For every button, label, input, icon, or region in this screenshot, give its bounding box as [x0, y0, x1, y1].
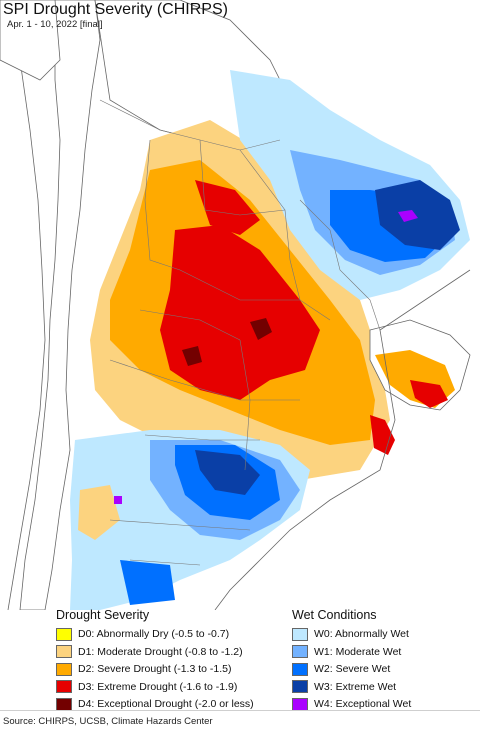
legend-wet-row: W0: Abnormally Wet	[292, 626, 409, 642]
patagonia-d1	[78, 485, 120, 540]
legend-wet-label: W0: Abnormally Wet	[314, 628, 409, 640]
legend-drought-row: D2: Severe Drought (-1.3 to -1.5)	[56, 661, 232, 677]
wet-w3	[375, 180, 460, 250]
legend-drought-label: D1: Moderate Drought (-0.8 to -1.2)	[78, 645, 243, 658]
legend-wet-label: W2: Severe Wet	[314, 663, 391, 675]
patagonia-w4	[114, 496, 122, 504]
legend-drought-swatch	[56, 627, 72, 641]
legend-drought-label: D3: Extreme Drought (-1.6 to -1.9)	[78, 680, 238, 693]
source-note: Source: CHIRPS, UCSB, Climate Hazards Ce…	[3, 716, 213, 727]
drought-d4-b	[182, 346, 202, 366]
legend-wet-row: W1: Moderate Wet	[292, 644, 401, 660]
drought-d3-north	[195, 180, 260, 235]
legend-drought-row: D1: Moderate Drought (-0.8 to -1.2)	[56, 644, 243, 660]
map-subtitle: Apr. 1 - 10, 2022 [final]	[7, 19, 103, 30]
legend-drought-row: D0: Abnormally Dry (-0.5 to -0.7)	[56, 626, 229, 642]
legend-wet-swatch	[292, 662, 308, 676]
legend-drought-swatch	[56, 645, 72, 658]
legend-drought-label: D0: Abnormally Dry (-0.5 to -0.7)	[78, 628, 230, 640]
legend-wet-label: W3: Extreme Wet	[314, 680, 397, 693]
legend-drought-label: D4: Exceptional Drought (-2.0 or less)	[78, 698, 254, 710]
legend-wet-row: W3: Extreme Wet	[292, 679, 396, 695]
peru-region	[0, 0, 61, 81]
legend-wet-label: W4: Exceptional Wet	[314, 698, 412, 710]
patagonia-w2-south	[120, 560, 175, 605]
chile-coast	[7, 0, 46, 610]
drought-map: SPI Drought Severity (CHIRPS) Apr. 1 - 1…	[0, 0, 471, 610]
legend-drought-row: D3: Extreme Drought (-1.6 to -1.9)	[56, 679, 237, 695]
legend-wet-swatch	[292, 697, 308, 711]
footer-divider	[0, 710, 480, 711]
chile-region	[19, 0, 101, 610]
legend-wet-label: W1: Moderate Wet	[314, 645, 402, 658]
drought-d3-coast	[370, 415, 395, 455]
map-title: SPI Drought Severity (CHIRPS)	[3, 1, 228, 18]
legend-wet-title: Wet Conditions	[292, 608, 377, 622]
legend-wet-swatch	[292, 680, 308, 693]
drought-d4-a	[250, 318, 272, 340]
legend-drought-row: D4: Exceptional Drought (-2.0 or less)	[56, 696, 254, 712]
legend-drought-swatch	[56, 680, 72, 693]
legend-wet-swatch	[292, 645, 308, 658]
legend-wet-row: W2: Severe Wet	[292, 661, 390, 677]
legend-drought-swatch	[56, 662, 72, 676]
atlantic-coast	[214, 269, 471, 610]
uruguay-d3	[410, 380, 448, 408]
legend-drought-label: D2: Severe Drought (-1.3 to -1.5)	[78, 663, 232, 675]
patagonia-w3	[195, 450, 260, 495]
legend-drought-title: Drought Severity	[56, 608, 150, 622]
admin-borders	[99, 99, 381, 566]
wet-w4	[398, 210, 418, 222]
legend-drought-swatch	[56, 697, 72, 711]
legend-wet-swatch	[292, 627, 308, 641]
legend-wet-row: W4: Exceptional Wet	[292, 696, 411, 712]
